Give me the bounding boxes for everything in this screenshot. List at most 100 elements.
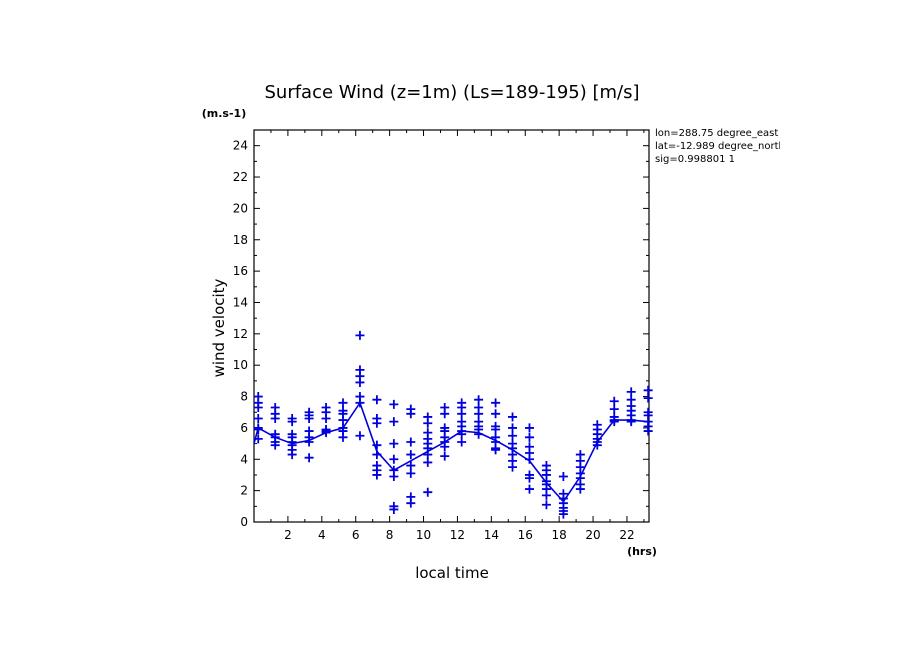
data-point: [524, 473, 534, 483]
data-point: [338, 415, 348, 425]
data-point: [558, 472, 568, 482]
data-point: [457, 429, 467, 439]
data-point: [304, 453, 314, 463]
data-point: [372, 450, 382, 460]
data-point: [524, 454, 534, 464]
x-tick-label: 4: [318, 528, 326, 542]
data-point: [491, 424, 501, 434]
x-unit-label: (hrs): [627, 545, 657, 558]
data-point: [541, 490, 551, 500]
data-point: [457, 409, 467, 419]
x-tick-label: 20: [585, 528, 600, 542]
data-point: [338, 398, 348, 408]
x-tick-label: 12: [450, 528, 465, 542]
y-tick-label: 8: [240, 390, 248, 404]
x-tick-label: 18: [552, 528, 567, 542]
data-point: [423, 418, 433, 428]
x-tick-label: 22: [619, 528, 634, 542]
y-tick-label: 20: [233, 201, 248, 215]
x-tick-label: 14: [484, 528, 499, 542]
data-point: [609, 404, 619, 414]
data-point: [491, 409, 501, 419]
x-tick-label: 16: [518, 528, 533, 542]
data-point: [643, 426, 653, 436]
data-point: [440, 451, 450, 461]
x-axis-label: local time: [415, 564, 489, 582]
y-axis-label: wind velocity: [210, 278, 228, 377]
data-point: [440, 442, 450, 452]
data-point: [558, 509, 568, 519]
data-point: [524, 484, 534, 494]
y-unit-label: (m.s-1): [202, 107, 246, 120]
data-point: [372, 470, 382, 480]
data-point: [389, 439, 399, 449]
data-point: [643, 393, 653, 403]
data-point: [253, 434, 263, 444]
y-tick-label: 18: [233, 233, 248, 247]
data-point: [270, 414, 280, 424]
y-tick-label: 10: [233, 358, 248, 372]
data-point: [524, 423, 534, 433]
data-point: [474, 429, 484, 439]
data-point: [575, 484, 585, 494]
data-point: [474, 409, 484, 419]
data-point: [372, 395, 382, 405]
info-lon: lon=288.75 degree_east: [655, 128, 779, 139]
data-point: [355, 377, 365, 387]
data-point: [643, 385, 653, 395]
data-point: [626, 387, 636, 397]
info-lat: lat=-12.989 degree_north: [655, 141, 780, 152]
data-point: [389, 472, 399, 482]
data-point: [423, 487, 433, 497]
data-point: [304, 437, 314, 447]
data-point: [372, 418, 382, 428]
info-sig: sig=0.998801 1: [655, 154, 735, 165]
y-tick-label: 0: [240, 515, 248, 529]
data-point: [355, 398, 365, 408]
data-point: [406, 409, 416, 419]
data-point: [253, 414, 263, 424]
data-point: [389, 504, 399, 514]
axes-layer: [253, 129, 650, 523]
y-tick-label: 24: [233, 139, 248, 153]
data-point: [541, 500, 551, 510]
data-point: [609, 396, 619, 406]
data-point: [406, 437, 416, 447]
data-point: [406, 498, 416, 508]
data-point: [423, 457, 433, 467]
data-point: [440, 409, 450, 419]
y-tick-label: 12: [233, 327, 248, 341]
data-point: [338, 432, 348, 442]
data-point: [524, 432, 534, 442]
data-point: [389, 417, 399, 427]
data-point: [508, 462, 518, 472]
data-point: [287, 417, 297, 427]
data-point: [253, 403, 263, 413]
data-point: [406, 468, 416, 478]
data-point: [457, 437, 467, 447]
data-point: [321, 428, 331, 438]
data-point: [423, 450, 433, 460]
y-tick-label: 14: [233, 295, 248, 309]
data-point: [355, 330, 365, 340]
data-point: [389, 399, 399, 409]
data-point: [626, 417, 636, 427]
x-tick-label: 2: [284, 528, 292, 542]
data-point: [406, 461, 416, 471]
data-point: [474, 395, 484, 405]
data-point: [406, 450, 416, 460]
info-panel: lon=288.75 degree_east lat=-12.989 degre…: [655, 127, 780, 166]
data-point: [355, 431, 365, 441]
data-point: [491, 398, 501, 408]
data-point: [508, 412, 518, 422]
x-tick-label: 6: [352, 528, 360, 542]
y-tick-label: 4: [240, 452, 248, 466]
data-point: [508, 431, 518, 441]
data-point: [372, 440, 382, 450]
data-point: [270, 440, 280, 450]
x-tick-label: 10: [416, 528, 431, 542]
data-point: [592, 440, 602, 450]
data-layer: [253, 330, 653, 519]
